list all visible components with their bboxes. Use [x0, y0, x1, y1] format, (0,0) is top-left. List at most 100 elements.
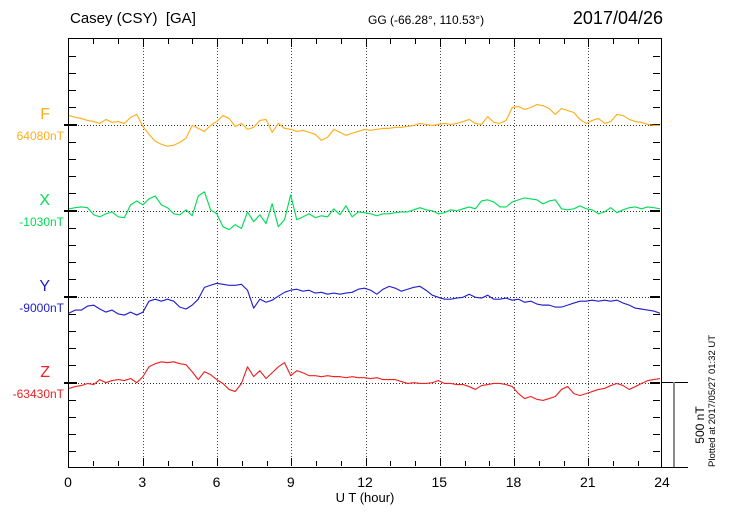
- y-tick-left: [69, 313, 76, 315]
- y-tick-right: [653, 451, 660, 453]
- x-tick-bottom: [365, 458, 367, 466]
- plot-frame: [64, 38, 662, 468]
- x-tick-bottom: [192, 461, 194, 466]
- x-tick-top: [266, 39, 268, 44]
- x-tick-top: [316, 39, 317, 44]
- y-tick-left: [69, 176, 76, 178]
- y-tick-right: [653, 176, 660, 178]
- vertical-gridline: [514, 39, 515, 466]
- x-tick-bottom: [563, 461, 565, 466]
- x-tick-label: 3: [138, 474, 147, 490]
- vertical-gridline: [142, 39, 144, 466]
- y-tick-right: [653, 262, 660, 264]
- y-tick-left: [64, 124, 77, 126]
- x-tick-bottom: [142, 458, 144, 466]
- vertical-gridline: [588, 39, 590, 466]
- vertical-gridline: [365, 39, 367, 466]
- x-tick-label: 9: [286, 474, 295, 490]
- trace-canvas: [69, 103, 660, 402]
- x-tick-bottom: [613, 461, 614, 466]
- series-baseline-value-z: -63430nT: [12, 387, 64, 401]
- trace-z: [69, 361, 660, 402]
- y-tick-left: [69, 330, 76, 332]
- x-tick-top: [167, 39, 169, 44]
- series-baseline-value-y: -9000nT: [19, 301, 64, 315]
- x-tick-top: [489, 39, 491, 44]
- x-tick-bottom: [241, 461, 243, 466]
- x-tick-top: [142, 39, 144, 47]
- y-tick-right: [653, 330, 660, 332]
- y-tick-right: [653, 365, 660, 367]
- baseline-y: [69, 296, 660, 298]
- x-tick-top: [613, 39, 614, 44]
- x-axis-title: U T (hour): [335, 490, 395, 505]
- x-tick-top: [538, 39, 540, 44]
- x-tick-top: [464, 39, 466, 44]
- x-tick-bottom: [316, 461, 317, 466]
- y-tick-right: [653, 227, 660, 229]
- y-tick-right: [653, 141, 660, 143]
- y-tick-left: [64, 382, 77, 384]
- y-tick-left: [69, 72, 76, 74]
- y-tick-left: [64, 296, 77, 298]
- x-tick-bottom: [415, 461, 416, 466]
- trace-f: [69, 103, 660, 147]
- x-tick-label: 6: [212, 474, 221, 490]
- x-tick-bottom: [588, 458, 590, 466]
- x-tick-top: [563, 39, 565, 44]
- geographic-coordinates: GG (-66.28°, 110.53°): [368, 13, 485, 27]
- x-tick-bottom: [538, 461, 540, 466]
- y-tick-left: [69, 244, 76, 246]
- x-tick-bottom: [167, 461, 169, 466]
- series-label-x: X: [39, 192, 50, 209]
- vertical-gridline: [439, 39, 441, 466]
- plot-area: [64, 39, 660, 466]
- baseline-z: [69, 382, 660, 384]
- x-tick-bottom: [340, 461, 342, 466]
- trace-y: [69, 282, 660, 316]
- y-tick-left: [69, 262, 76, 264]
- scale-bar-top-line: [661, 381, 688, 383]
- y-tick-left: [69, 451, 76, 453]
- x-tick-top: [514, 39, 515, 47]
- x-tick-label: 24: [654, 474, 670, 490]
- y-tick-right: [653, 193, 660, 195]
- x-tick-top: [415, 39, 416, 44]
- y-tick-right: [653, 90, 660, 92]
- y-tick-right: [653, 158, 660, 160]
- x-tick-top: [390, 39, 392, 44]
- y-tick-left: [69, 55, 76, 57]
- x-tick-top: [93, 39, 95, 44]
- y-tick-left: [69, 107, 76, 109]
- y-tick-right: [653, 399, 660, 401]
- y-tick-left: [69, 141, 76, 143]
- x-tick-bottom: [118, 461, 119, 466]
- y-tick-left: [69, 193, 76, 195]
- station-title: Casey (CSY) [GA]: [70, 10, 196, 27]
- x-tick-label: 15: [431, 474, 448, 490]
- baseline-f: [69, 124, 660, 126]
- x-tick-bottom: [266, 461, 268, 466]
- y-tick-left: [69, 279, 76, 281]
- y-tick-right: [653, 416, 660, 418]
- y-tick-left: [69, 90, 76, 92]
- y-tick-left: [69, 158, 76, 160]
- plotted-at-timestamp: Plotted at 2017/05/27 01:32 UT: [707, 334, 718, 467]
- x-tick-bottom: [489, 461, 491, 466]
- scale-bar-bottom-line: [661, 466, 688, 468]
- y-tick-right: [650, 296, 660, 298]
- vertical-gridline: [217, 39, 218, 466]
- x-tick-bottom: [637, 461, 639, 466]
- y-tick-right: [653, 72, 660, 74]
- series-baseline-value-x: -1030nT: [19, 215, 64, 229]
- y-tick-left: [69, 348, 76, 350]
- trace-x: [69, 191, 660, 231]
- x-tick-label: 12: [357, 474, 373, 490]
- x-tick-top: [217, 39, 218, 47]
- y-tick-right: [650, 382, 660, 384]
- y-tick-left: [69, 365, 76, 367]
- x-tick-top: [118, 39, 119, 44]
- y-tick-right: [653, 55, 660, 57]
- series-label-f: F: [40, 106, 50, 123]
